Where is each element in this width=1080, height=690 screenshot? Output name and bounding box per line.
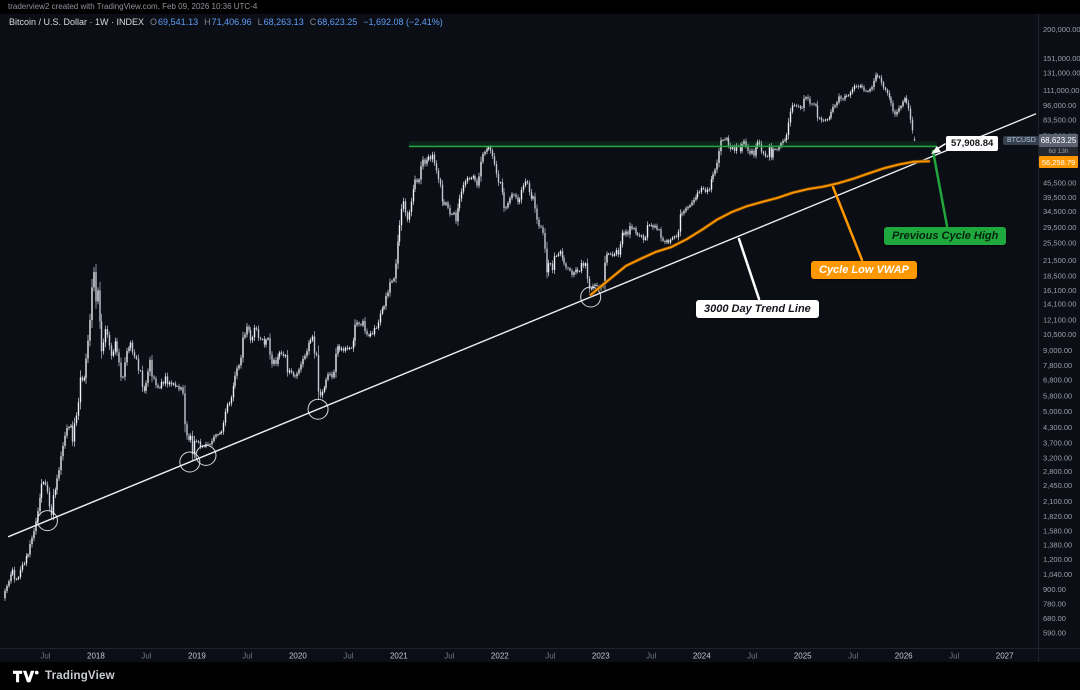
cycle-low-vwap-annotation-label[interactable]: Cycle Low VWAP (811, 261, 917, 279)
close-value: 68,623.25 (317, 17, 358, 27)
open-value: 69,541.13 (158, 17, 199, 27)
symbol-axis-badge[interactable]: BTCUSD (1003, 136, 1040, 145)
close-label: C (309, 17, 317, 27)
low-label: L (257, 17, 263, 27)
open-label: O (150, 17, 158, 27)
symbol-legend[interactable]: Bitcoin / U.S. Dollar · 1W · INDEX O69,54… (9, 17, 443, 27)
symbol-title[interactable]: Bitcoin / U.S. Dollar · 1W · INDEX (9, 17, 145, 27)
trendline-price-callout[interactable]: 57,908.84 (946, 136, 999, 151)
high-label: H (204, 17, 211, 27)
change-value: −1,692.08 (−2.41%) (363, 17, 443, 27)
last-price-axis-badge[interactable]: 68,623.25 (1039, 134, 1078, 147)
footer-watermark-bar: TradingView (0, 662, 1080, 690)
tradingview-logo-icon (13, 670, 39, 683)
export-attribution-bar: traderview2 created with TradingView.com… (0, 0, 1080, 14)
low-value: 68,263.13 (263, 17, 304, 27)
bar-countdown-badge: 6d 13h (1039, 147, 1078, 156)
trend-line-annotation-label[interactable]: 3000 Day Trend Line (696, 300, 819, 318)
previous-cycle-high-annotation-label[interactable]: Previous Cycle High (884, 227, 1007, 245)
tradingview-wordmark: TradingView (45, 670, 115, 682)
vwap-price-axis-badge[interactable]: 56,258.79 (1039, 156, 1078, 168)
high-value: 71,406.96 (211, 17, 252, 27)
export-attribution-text: traderview2 created with TradingView.com… (8, 2, 258, 11)
